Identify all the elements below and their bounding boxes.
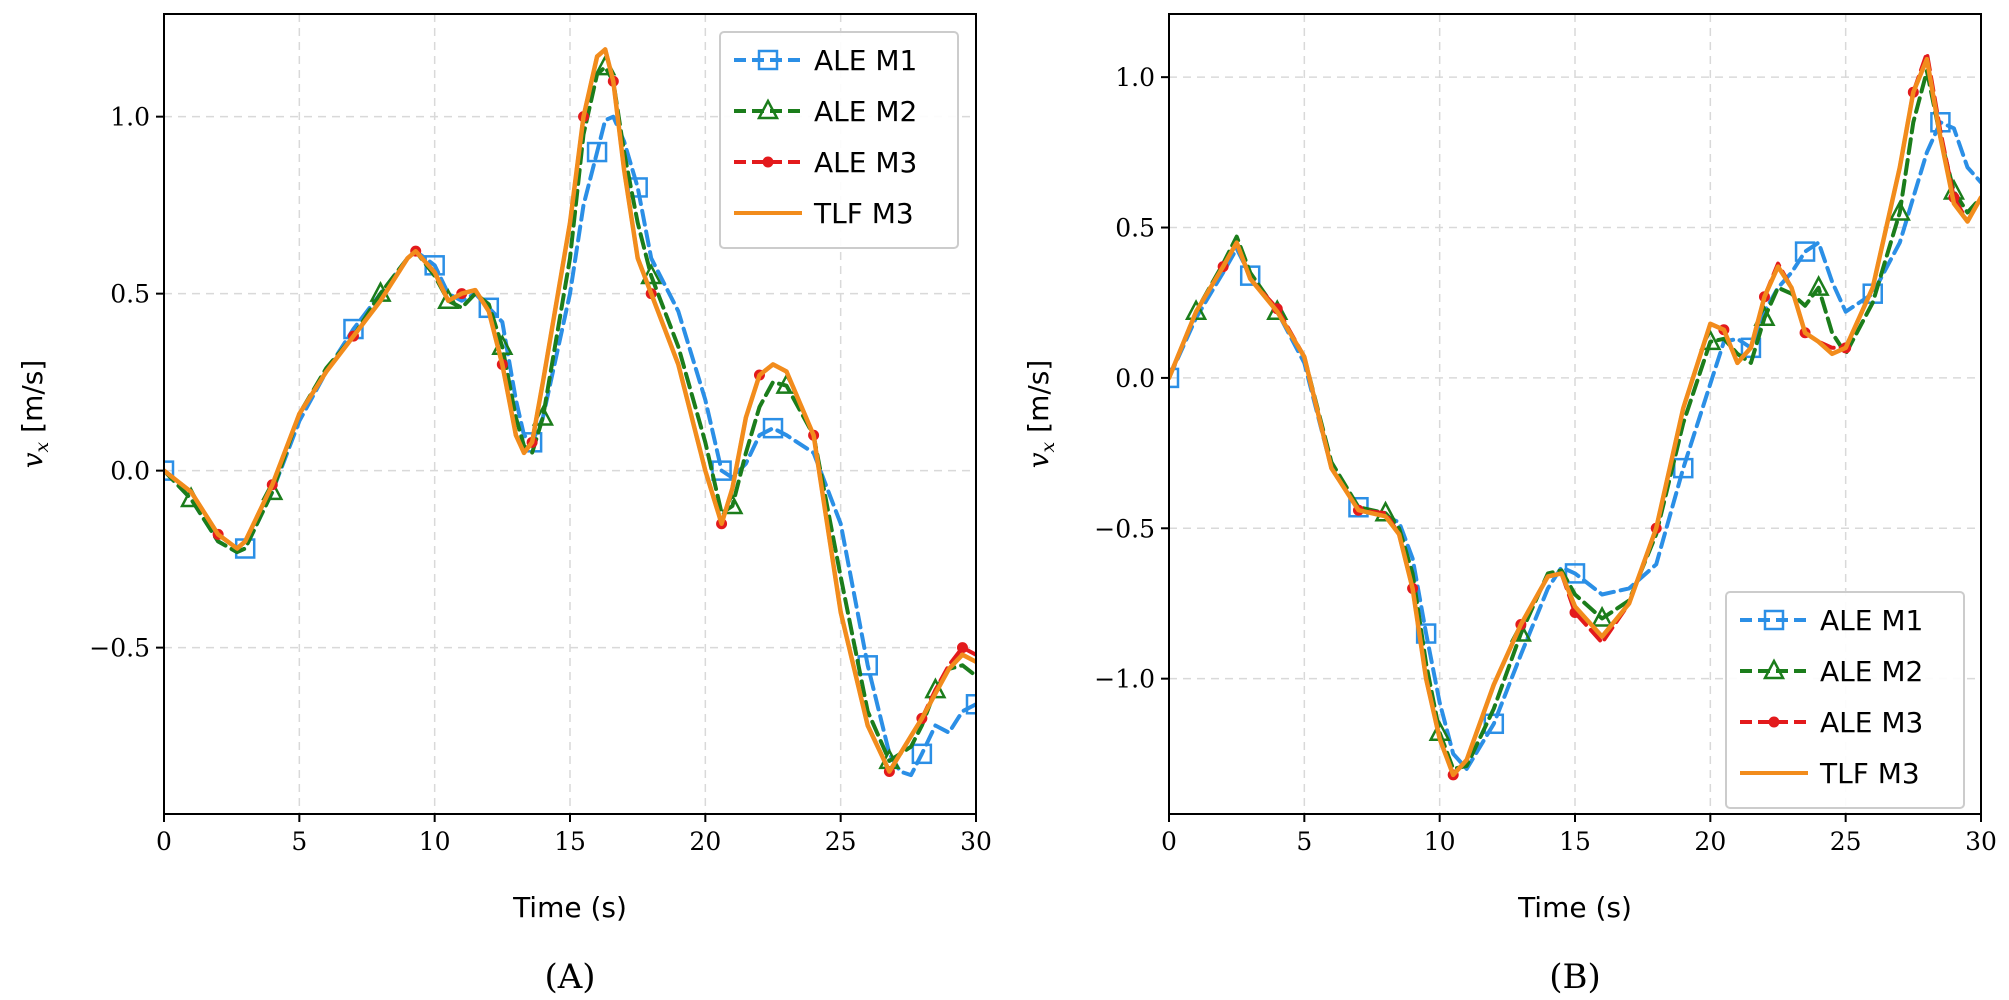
data-point-marker	[762, 417, 784, 439]
y-axis-label-a: vx [m/s]	[16, 360, 53, 469]
series-a	[164, 47, 976, 778]
data-point-marker	[586, 141, 608, 163]
legend-marker	[756, 98, 780, 120]
series-line-ale-m2	[1169, 69, 1981, 771]
x-tick-label: 5	[1296, 827, 1312, 856]
legend-marker	[762, 156, 774, 168]
legend-marker	[1768, 716, 1780, 728]
x-tick-label: 20	[1694, 827, 1726, 856]
legend-a: ALE M1 ALE M2 ALE M3 TLF M3	[719, 31, 959, 249]
y-tick-label: 1.0	[110, 103, 150, 132]
data-point-marker	[1794, 241, 1816, 262]
legend-marker	[757, 49, 779, 71]
legend-label: ALE M3	[1820, 706, 1923, 739]
ticks-a: 0 5 10 15 20 25 30 −0.5 0.0 0.5 1.0	[89, 103, 992, 856]
legend-label: ALE M1	[814, 44, 917, 77]
series-line-tlf-m3	[1169, 56, 1981, 778]
y-tick-label: 0.0	[110, 457, 150, 486]
y-tick-label: 0.0	[1115, 364, 1155, 393]
y-tick-label: −0.5	[89, 634, 150, 663]
panel-b: 0 5 10 15 20 25 30 −1.0 −0.5 0.0 0.5 1.0 Time (s) v…	[1022, 13, 1997, 997]
legend-label: TLF M3	[813, 197, 914, 230]
caption-b: (B)	[1549, 957, 1601, 997]
x-tick-label: 0	[1161, 827, 1177, 856]
series-line-tlf-m3	[164, 47, 976, 774]
x-tick-label: 25	[1830, 827, 1862, 856]
y-tick-label: 1.0	[1115, 63, 1155, 92]
data-point-marker	[911, 743, 933, 765]
data-point-marker	[1184, 299, 1208, 320]
data-point-marker	[1590, 605, 1614, 627]
x-tick-label: 10	[1424, 827, 1456, 856]
data-point-marker	[1564, 563, 1586, 584]
y-tick-label: −0.5	[1094, 514, 1155, 543]
x-tick-label: 10	[419, 827, 451, 856]
x-axis-label-b: Time (s)	[1517, 891, 1632, 924]
legend-label: ALE M1	[1820, 604, 1923, 637]
legend-box	[1725, 591, 1965, 809]
ticks-b: 0 5 10 15 20 25 30 −1.0 −0.5 0.0 0.5 1.0	[1094, 63, 1997, 856]
legend-box	[719, 31, 959, 249]
data-point-marker	[956, 642, 968, 654]
data-point-marker	[1888, 199, 1911, 221]
x-tick-label: 30	[960, 827, 992, 856]
x-axis-label-a: Time (s)	[512, 891, 627, 924]
data-point-marker	[1239, 265, 1261, 286]
series-b	[1169, 51, 1981, 781]
y-tick-label: 0.5	[1115, 214, 1155, 243]
x-tick-label: 15	[554, 827, 586, 856]
legend-marker	[1762, 658, 1786, 680]
legend-b: ALE M1 ALE M2 ALE M3 TLF M3	[1725, 591, 1965, 809]
y-tick-label: −1.0	[1094, 665, 1155, 694]
data-point-marker	[164, 460, 175, 481]
data-point-marker	[1169, 367, 1180, 389]
legend-label: ALE M3	[814, 146, 917, 179]
data-point-marker	[711, 460, 732, 481]
y-axis-label-b: vx [m/s]	[1022, 360, 1059, 469]
x-tick-label: 25	[825, 827, 857, 856]
x-tick-label: 30	[1965, 827, 1997, 856]
x-tick-label: 20	[689, 827, 721, 856]
legend-label: ALE M2	[1820, 655, 1923, 688]
y-tick-label: 0.5	[110, 280, 150, 309]
x-tick-label: 5	[291, 827, 307, 856]
legend-marker	[1763, 609, 1785, 631]
caption-a: (A)	[544, 957, 595, 997]
legend-label: TLF M3	[1819, 757, 1920, 790]
series-line-ale-m1	[164, 114, 976, 778]
data-point-marker	[965, 694, 976, 715]
legend-label: ALE M2	[814, 95, 917, 128]
x-tick-label: 15	[1559, 827, 1591, 856]
data-point-marker	[1807, 275, 1830, 296]
panel-a: 0 5 10 15 20 25 30 −0.5 0.0 0.5 1.0 Time (s) vx [m…	[16, 13, 992, 997]
data-point-marker	[640, 263, 663, 285]
x-tick-label: 0	[156, 827, 172, 856]
